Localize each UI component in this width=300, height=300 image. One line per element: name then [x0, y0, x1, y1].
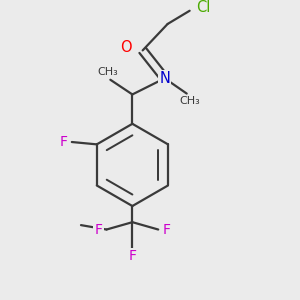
Text: F: F — [94, 223, 103, 236]
Text: F: F — [162, 223, 170, 236]
Text: F: F — [60, 135, 68, 149]
Text: F: F — [128, 249, 136, 263]
Text: N: N — [159, 71, 170, 86]
Text: Cl: Cl — [196, 0, 211, 15]
Text: CH₃: CH₃ — [97, 68, 118, 77]
Text: CH₃: CH₃ — [179, 96, 200, 106]
Text: O: O — [120, 40, 131, 55]
